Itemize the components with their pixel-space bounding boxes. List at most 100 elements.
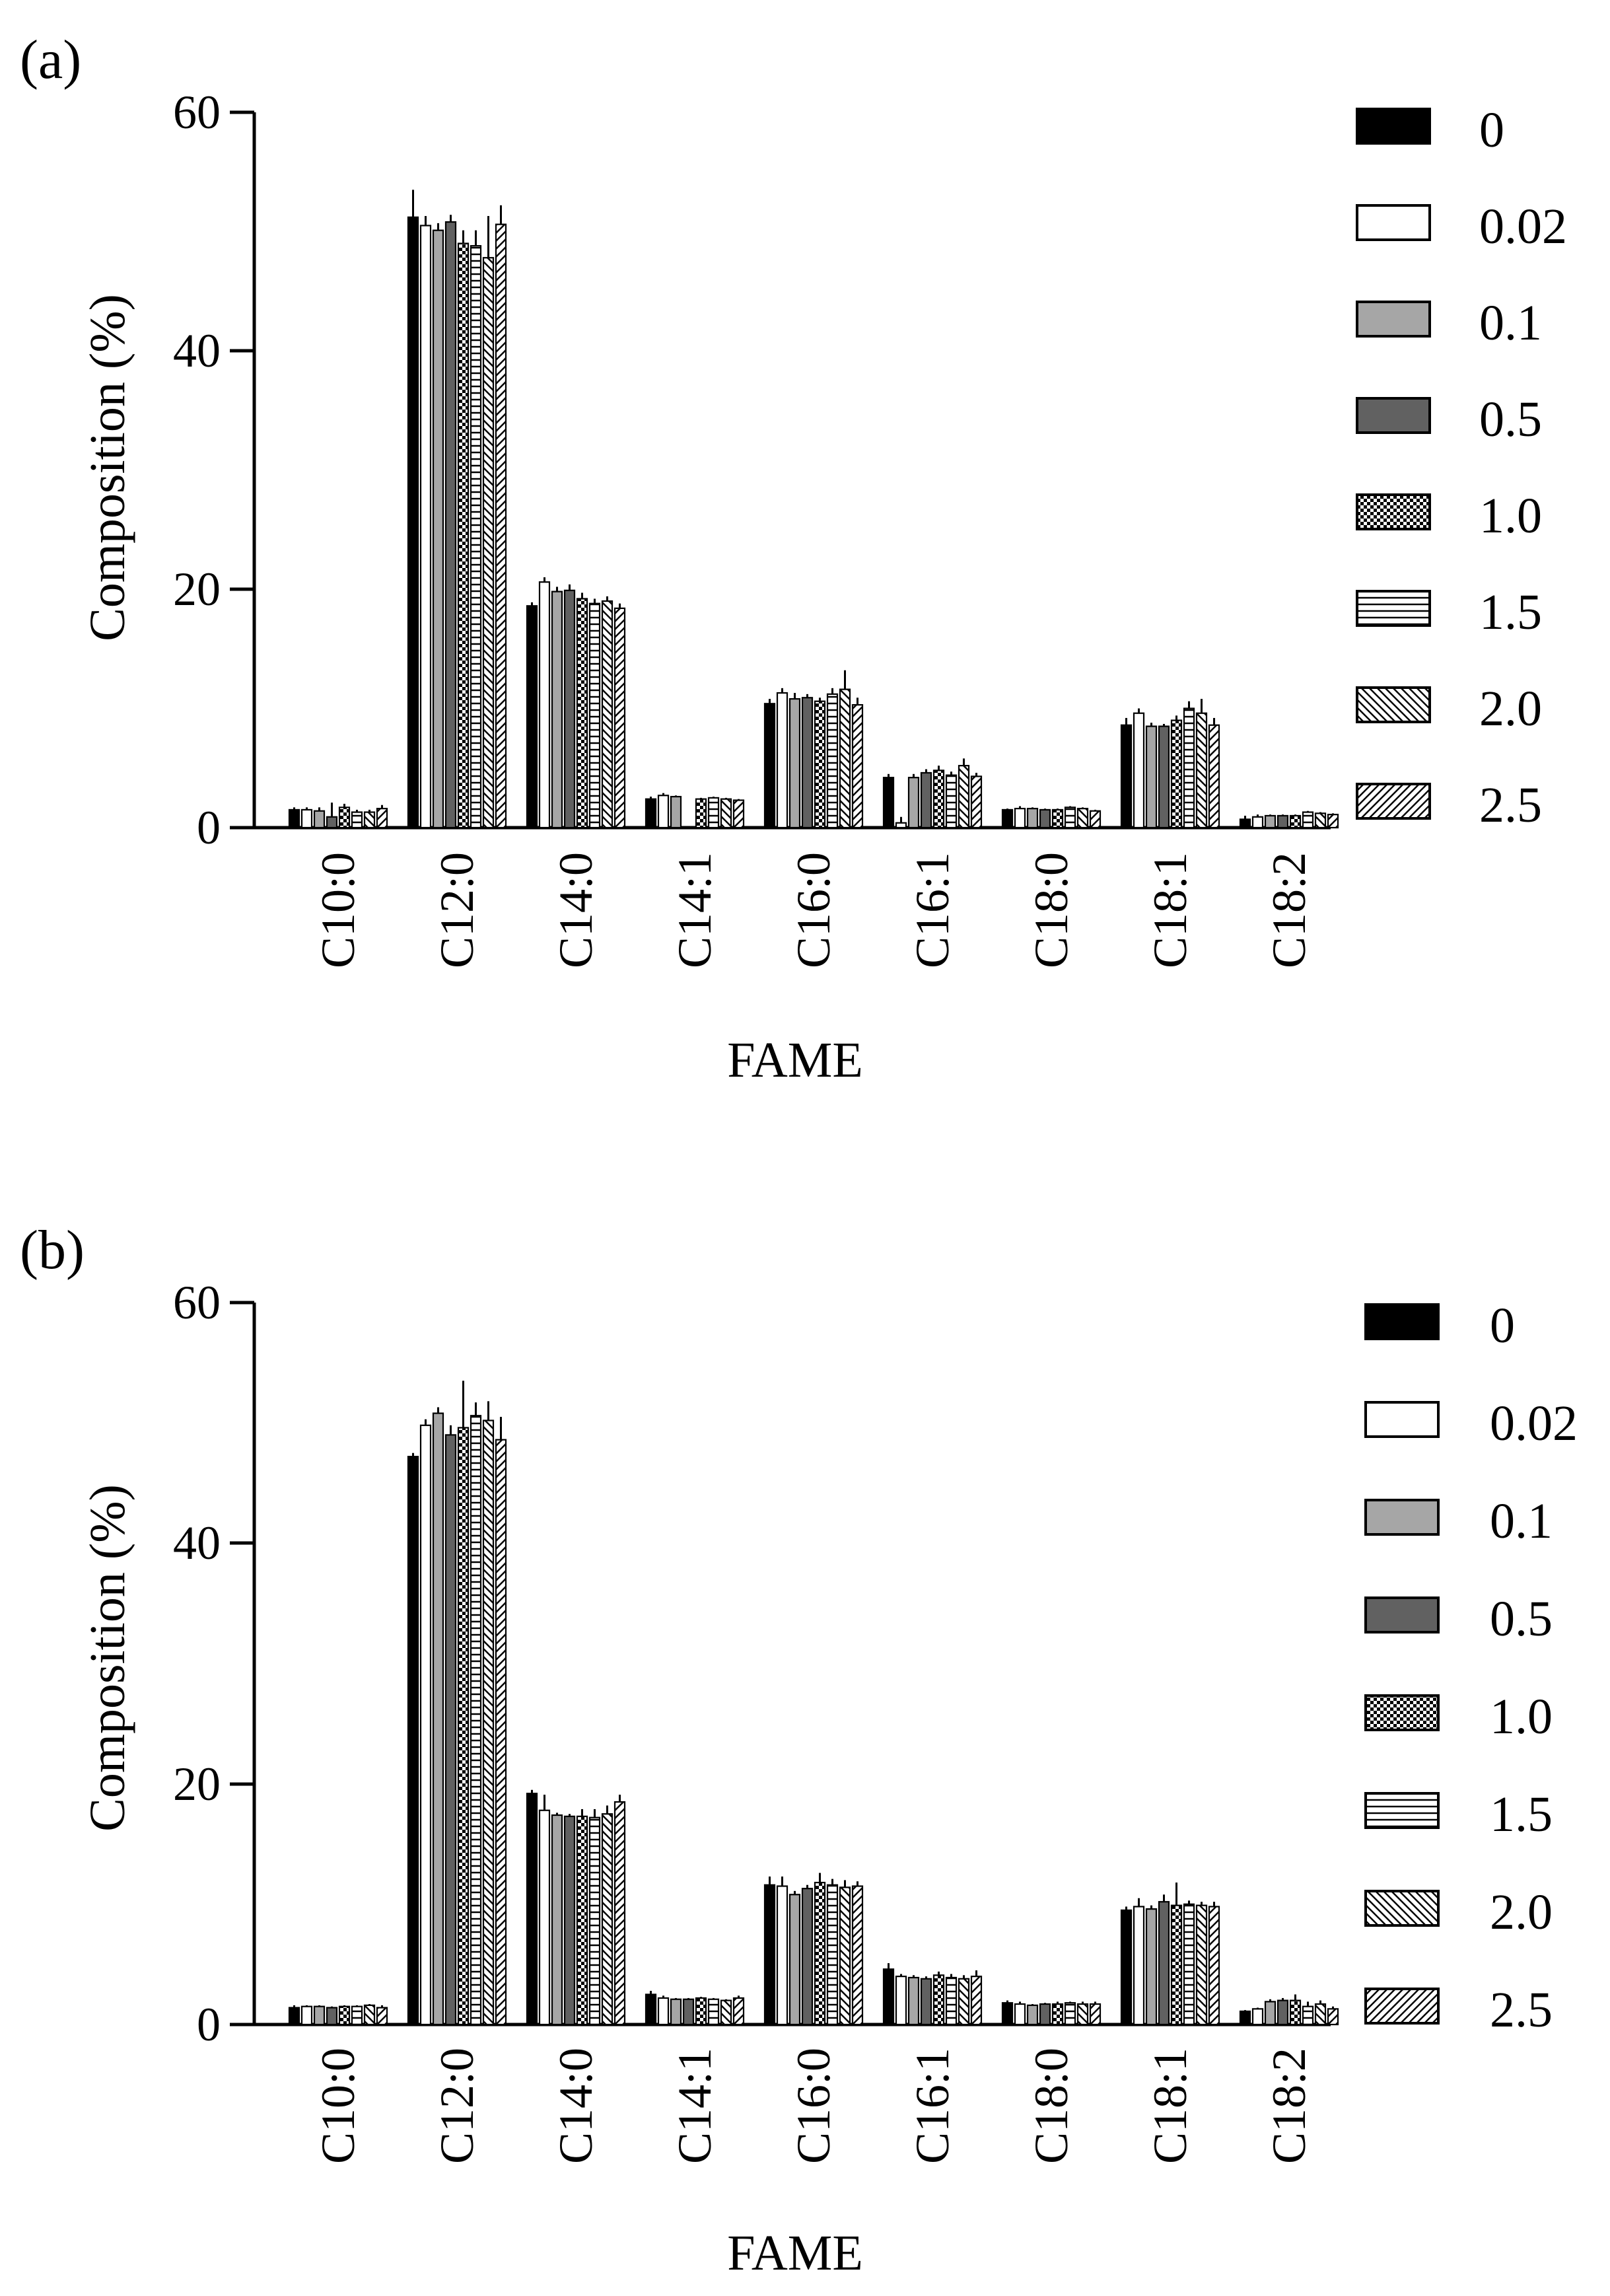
bar-C14-1-s4: [695, 798, 707, 829]
legend-swatch: [1364, 1499, 1440, 1536]
bar-C18-2-s5: [1302, 2005, 1314, 2026]
bar-C16-1-s1: [895, 822, 907, 829]
bar-C14-0-s7: [613, 1801, 626, 2026]
panel-label: (b): [20, 1219, 85, 1281]
bar-C18-0-s6: [1076, 808, 1089, 829]
bar-C18-2-s0: [1239, 818, 1251, 829]
bar-C14-1-s1: [657, 1997, 670, 2026]
x-tick-label: C14:0: [549, 2048, 602, 2164]
x-tick-label: C16:0: [787, 852, 840, 968]
bar-C14-0-s2: [551, 1814, 563, 2026]
bar-C12-0-s4: [457, 242, 470, 829]
bar-C16-0-s0: [763, 703, 776, 829]
bar-C12-0-s1: [419, 1424, 432, 2026]
bar-C10-0-s6: [363, 2004, 376, 2026]
bar-C16-1-s5: [945, 774, 958, 829]
bar-C16-0-s0: [763, 1884, 776, 2026]
bar-C16-1-s2: [907, 1976, 920, 2026]
x-tick-label: C18:1: [1144, 852, 1197, 968]
bar-C16-1-s0: [882, 1968, 895, 2026]
bar-C14-0-s3: [563, 1815, 576, 2026]
bar-C14-1-s0: [645, 798, 657, 829]
legend-label: 2.0: [1479, 681, 1542, 736]
legend-swatch: [1364, 1890, 1440, 1927]
legend-swatch: [1364, 1303, 1440, 1340]
bar-C14-1-s7: [732, 1997, 745, 2026]
y-tick-label: 0: [197, 1998, 221, 2051]
bar-C12-0-s5: [470, 245, 482, 829]
x-tick-label: C12:0: [431, 2048, 483, 2164]
bar-C14-0-s4: [576, 1815, 588, 2026]
bar-C14-1-s6: [720, 1999, 732, 2026]
legend-label: 1.5: [1479, 585, 1542, 640]
bar-C18-1-s3: [1158, 1901, 1170, 2026]
legend-label: 1.0: [1479, 488, 1542, 544]
x-tick-labels: C10:0 C12:0 C14:0 C14:1 C16:0 C16:1 C18:…: [312, 852, 1315, 968]
bar-C18-2-s3: [1277, 1999, 1289, 2026]
legend-label: 1.0: [1490, 1689, 1553, 1744]
bar-C16-0-s7: [851, 703, 864, 829]
bar-C16-0-s4: [814, 1881, 826, 2026]
bar-C14-1-s2: [670, 795, 682, 829]
bar-C14-1-s0: [645, 1993, 657, 2026]
y-tick-label: 20: [173, 563, 221, 616]
bar-C18-1-s5: [1183, 707, 1195, 829]
bar-C12-0-s7: [495, 1439, 507, 2026]
legend-label: 0.02: [1490, 1396, 1578, 1451]
bar-C14-0-s4: [576, 598, 588, 829]
legend-swatch: [1356, 493, 1431, 530]
bar-C10-0-s0: [288, 2007, 300, 2026]
x-tick-label: C18:2: [1263, 852, 1315, 968]
bar-C16-0-s2: [788, 1894, 801, 2026]
bar-C18-1-s7: [1208, 724, 1220, 829]
bar-C18-1-s6: [1195, 1904, 1208, 2026]
y-tick-label: 20: [173, 1758, 221, 1811]
bar-C18-1-s1: [1133, 712, 1145, 829]
x-axis-title: FAME: [727, 1032, 863, 1088]
bar-C18-0-s3: [1039, 808, 1051, 829]
y-tick-label: 60: [173, 1276, 221, 1329]
bar-C10-0-s4: [338, 807, 351, 829]
bar-C12-0-s5: [470, 1415, 482, 2026]
bar-C16-0-s6: [839, 1886, 851, 2026]
bar-C16-1-s3: [920, 1978, 932, 2026]
bar-C16-0-s7: [851, 1885, 864, 2026]
bar-C18-0-s4: [1051, 808, 1064, 829]
bar-C16-1-s0: [882, 777, 895, 829]
legend-swatch: [1356, 108, 1431, 145]
bar-C10-0-s5: [351, 811, 363, 829]
bar-C18-1-s0: [1120, 724, 1133, 829]
bar-C18-2-s7: [1327, 814, 1339, 829]
bar-C18-2-s6: [1314, 812, 1327, 829]
bar-C16-1-s1: [895, 1976, 907, 2026]
bar-C10-0-s4: [338, 2005, 351, 2026]
x-tick-label: C10:0: [312, 852, 365, 968]
bar-C16-1-s6: [958, 1978, 970, 2026]
bar-C10-0-s3: [326, 816, 338, 829]
bar-C14-0-s5: [588, 602, 601, 829]
bar-C18-1-s6: [1195, 712, 1208, 829]
bar-C10-0-s7: [376, 808, 388, 829]
bar-C18-0-s2: [1026, 2004, 1039, 2026]
bar-C18-1-s0: [1120, 1909, 1133, 2026]
bar-C10-0-s3: [326, 2007, 338, 2026]
bar-C10-0-s0: [288, 808, 300, 829]
bar-C14-1-s3: [682, 1998, 695, 2026]
legend-swatch: [1364, 1401, 1440, 1438]
bar-C14-0-s1: [538, 1809, 551, 2026]
bar-C12-0-s6: [482, 1419, 495, 2026]
bar-C16-1-s2: [907, 777, 920, 829]
panel-b: (b) Composition (%) FAME 60 40 20 0 C10:…: [20, 1219, 1578, 2281]
bar-C14-0-s2: [551, 591, 563, 829]
bar-C18-0-s4: [1051, 2003, 1064, 2026]
bar-C18-0-s5: [1064, 2002, 1076, 2026]
x-axis-title: FAME: [727, 2225, 863, 2281]
bar-C16-0-s5: [826, 693, 839, 829]
bar-C18-2-s4: [1289, 814, 1302, 829]
bar-C14-0-s6: [601, 1813, 613, 2026]
bar-C18-1-s7: [1208, 1906, 1220, 2026]
legend-swatch: [1364, 1596, 1440, 1633]
x-tick-label: C14:1: [668, 2048, 721, 2164]
legend-swatch: [1364, 1694, 1440, 1731]
legend-label: 0.1: [1479, 295, 1542, 351]
